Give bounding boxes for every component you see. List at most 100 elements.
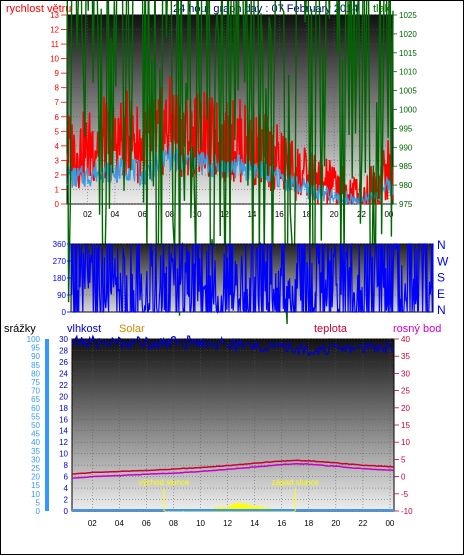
pressure-tick-label: 975	[399, 200, 413, 209]
humidity-tick-label: 14	[59, 427, 68, 436]
wind-tick-label: 4	[55, 142, 60, 151]
rain-tick-label: 100	[27, 335, 41, 344]
direction-tick-label: 90	[57, 291, 66, 300]
rain-tick-label: 10	[31, 490, 40, 499]
wind-tick-label: 13	[50, 11, 59, 20]
series-direction-line	[70, 241, 434, 315]
wind-tick-label: 3	[55, 156, 60, 165]
wind-x-tick-label: 02	[83, 210, 92, 219]
temp-x-tick-label: 16	[277, 519, 286, 528]
temperature-axis-label: teplota	[314, 323, 348, 335]
temperature-tick-label: -10	[401, 507, 413, 516]
compass-letter: E	[437, 287, 445, 301]
rain-tick-label: 85	[31, 361, 40, 370]
temp-x-tick-label: 08	[169, 519, 178, 528]
temp-x-tick-label: 02	[88, 519, 97, 528]
temperature-tick-label: 35	[401, 352, 410, 361]
rain-tick-label: 50	[31, 421, 40, 430]
humidity-tick-label: 24	[59, 369, 68, 378]
wind-tick-label: 8	[55, 84, 60, 93]
rain-tick-label: 30	[31, 455, 40, 464]
rain-axis-label: srážky	[4, 323, 36, 335]
series-dewpoint-line	[71, 462, 395, 480]
panel-temp-x-ticks: 02 04 06 08 10 12 14 16 18 20 22 00	[88, 519, 395, 528]
humidity-tick-label: 20	[59, 392, 68, 401]
wind-axis-label: rychlost větru	[6, 3, 71, 15]
compass-letter: W	[437, 254, 449, 268]
rain-y-ticks: 0510152025303540455055606570758085909510…	[27, 335, 41, 516]
humidity-tick-label: 10	[59, 450, 68, 459]
rain-tick-label: 0	[36, 507, 41, 516]
temp-x-tick-label: 10	[196, 519, 205, 528]
temp-x-tick-label: 18	[304, 519, 313, 528]
series-humidity-line	[71, 334, 395, 357]
wind-x-tick-label: 04	[110, 210, 119, 219]
compass-letter: N	[437, 238, 446, 252]
panel-wind-x-ticks: 02 04 06 08 10 12 14 16 18 20 22 00	[83, 210, 394, 219]
temp-x-tick-label: 14	[250, 519, 259, 528]
rain-tick-label: 25	[31, 464, 40, 473]
pressure-tick-label: 980	[399, 181, 413, 190]
wind-tick-label: 6	[55, 113, 60, 122]
humidity-tick-label: 4	[64, 484, 69, 493]
wind-tick-label: 7	[55, 98, 60, 107]
wind-tick-label: 12	[50, 26, 59, 35]
rain-tick-label: 45	[31, 430, 40, 439]
direction-y-ticks: 0 90 180 270 360	[53, 240, 71, 317]
rain-tick-label: 5	[36, 498, 41, 507]
wind-x-tick-label: 08	[165, 210, 174, 219]
rain-tick-label: 15	[31, 481, 40, 490]
humidity-tick-label: 30	[59, 335, 68, 344]
wind-x-tick-label: 16	[275, 210, 284, 219]
rain-tick-label: 40	[31, 438, 40, 447]
wind-tick-label: 1	[55, 185, 60, 194]
wind-x-tick-label: 22	[357, 210, 366, 219]
wind-x-tick-label: 10	[193, 210, 202, 219]
humidity-tick-label: 26	[59, 358, 68, 367]
pressure-tick-label: 1005	[399, 87, 417, 96]
rain-tick-label: 80	[31, 369, 40, 378]
pressure-y-ticks: 975 980 985 990 995 1000 1005 1010 1015 1020 1025	[393, 11, 417, 209]
pressure-tick-label: 995	[399, 124, 413, 133]
wind-x-tick-label: 06	[138, 210, 147, 219]
solar-axis-label: Solar	[119, 323, 145, 335]
humidity-tick-label: 0	[64, 507, 69, 516]
sun-event-label: východ slunce	[139, 478, 190, 487]
temp-x-tick-label: 04	[115, 519, 124, 528]
temperature-tick-label: 5	[401, 455, 406, 464]
sun-events: východ slunce západ slunce	[139, 478, 320, 511]
wind-x-tick-label: 20	[330, 210, 339, 219]
rain-tick-label: 70	[31, 387, 40, 396]
wind-tick-label: 11	[51, 40, 60, 49]
humidity-tick-label: 18	[59, 404, 68, 413]
compass-letter: S	[437, 271, 445, 285]
temp-x-tick-label: 00	[385, 519, 394, 528]
temperature-tick-label: 20	[401, 404, 410, 413]
temp-x-tick-label: 12	[223, 519, 232, 528]
rain-tick-label: 75	[31, 378, 40, 387]
panel-temp-plot-area	[71, 338, 395, 512]
wind-x-tick-label: 00	[384, 210, 393, 219]
wind-tick-label: 5	[55, 127, 60, 136]
rain-tick-label: 90	[31, 352, 40, 361]
direction-tick-label: 180	[53, 274, 67, 283]
rain-tick-label: 95	[31, 344, 40, 353]
temperature-tick-label: 10	[401, 438, 410, 447]
rain-tick-label: 65	[31, 395, 40, 404]
wind-tick-label: 0	[55, 200, 60, 209]
humidity-axis-label: vlhkost	[67, 323, 101, 335]
rain-tick-label: 55	[31, 412, 40, 421]
temperature-tick-label: 15	[401, 421, 410, 430]
temperature-tick-label: 30	[401, 369, 410, 378]
temp-x-tick-label: 20	[331, 519, 340, 528]
wind-tick-label: 2	[55, 171, 60, 180]
sun-event-label: západ slunce	[272, 478, 320, 487]
temperature-y-ticks: -10 -5 0 5 10 15 20 25 30 35 40	[394, 335, 413, 516]
pressure-tick-label: 1020	[399, 30, 417, 39]
humidity-tick-label: 12	[59, 438, 68, 447]
rain-axis-bar	[45, 339, 49, 511]
